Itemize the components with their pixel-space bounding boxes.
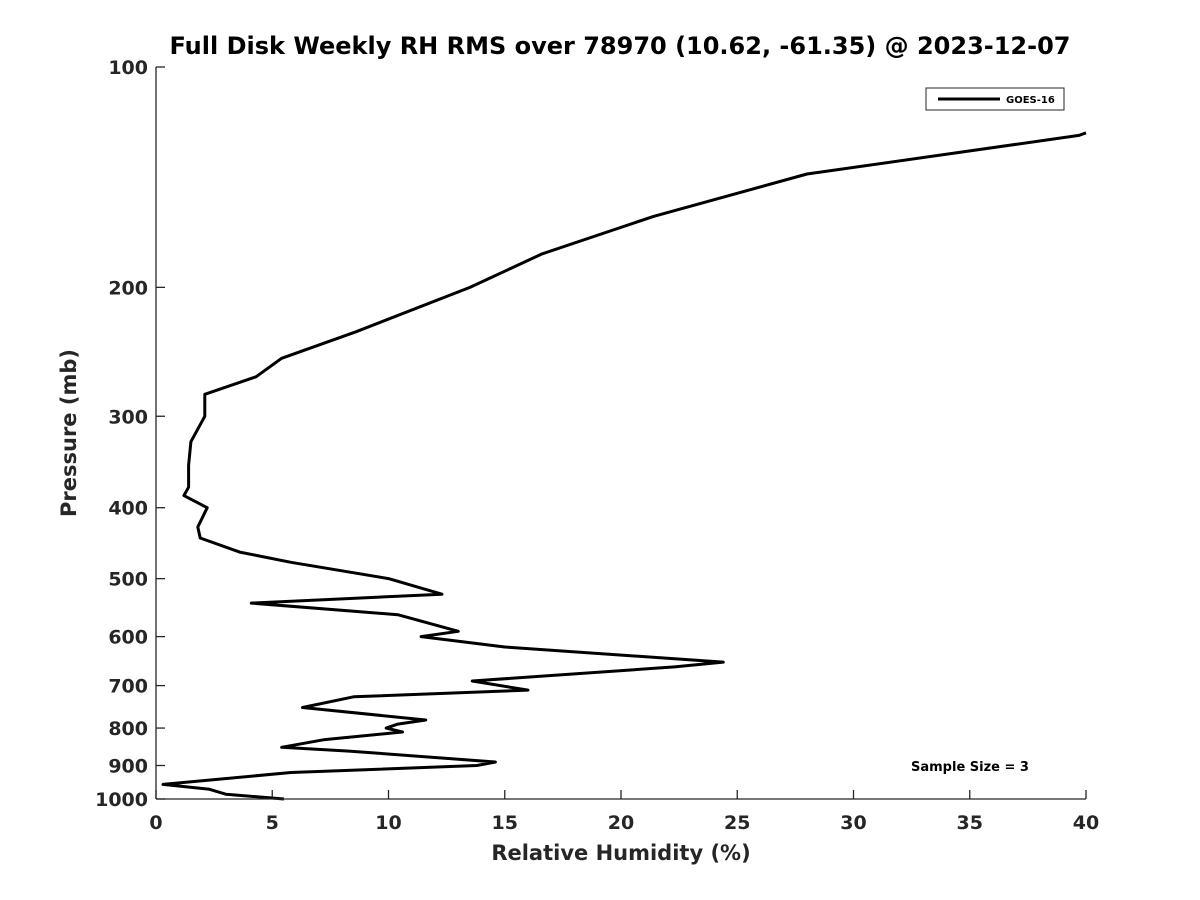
- y-tick-label: 700: [108, 676, 148, 698]
- x-tick-label: 30: [840, 812, 866, 834]
- legend: GOES-16: [925, 87, 1065, 111]
- x-tick-label: 5: [266, 812, 279, 834]
- x-axis-ticks: 0 5 10 15 20 25 30 35 40: [149, 790, 1099, 834]
- y-tick-label: 500: [108, 569, 148, 591]
- y-tick-label: 400: [108, 498, 148, 520]
- x-tick-label: 25: [724, 812, 750, 834]
- y-tick-label: 900: [108, 756, 148, 778]
- legend-label-goes-16: GOES-16: [1006, 95, 1055, 106]
- x-tick-label: 20: [608, 812, 634, 834]
- y-tick-label: 600: [108, 627, 148, 649]
- x-tick-label: 15: [492, 812, 518, 834]
- x-axis-label: Relative Humidity (%): [491, 841, 750, 865]
- y-tick-label: 300: [108, 406, 148, 428]
- y-axis-label: Pressure (mb): [57, 349, 81, 517]
- series-line-goes-16: [161, 131, 1087, 801]
- y-tick-label: 1000: [95, 789, 148, 811]
- x-tick-label: 0: [149, 812, 162, 834]
- x-tick-label: 35: [957, 812, 983, 834]
- y-axis-ticks: 100 200 300 400 500 600 700 800 900 1000: [95, 57, 165, 811]
- y-tick-label: 100: [108, 57, 148, 79]
- sample-size-annotation: Sample Size = 3: [911, 760, 1029, 775]
- x-tick-label: 10: [375, 812, 401, 834]
- chart-title: Full Disk Weekly RH RMS over 78970 (10.6…: [169, 32, 1070, 60]
- x-tick-label: 40: [1073, 812, 1099, 834]
- y-tick-label: 800: [108, 718, 148, 740]
- y-tick-label: 200: [108, 277, 148, 299]
